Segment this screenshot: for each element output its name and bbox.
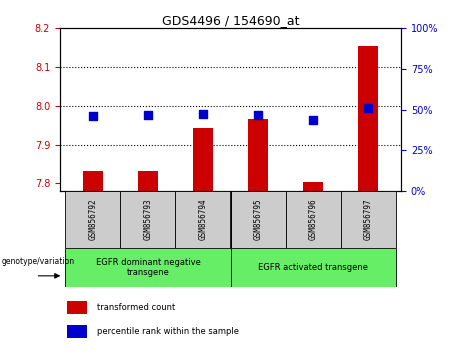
Bar <box>176 191 230 248</box>
Text: percentile rank within the sample: percentile rank within the sample <box>97 327 239 336</box>
Point <box>89 113 97 119</box>
Bar <box>120 191 176 248</box>
Bar <box>83 171 103 191</box>
Text: GSM856793: GSM856793 <box>143 199 153 240</box>
Bar <box>303 182 323 191</box>
Text: GSM856795: GSM856795 <box>254 199 262 240</box>
Text: GSM856794: GSM856794 <box>199 199 207 240</box>
Bar <box>230 191 285 248</box>
Point <box>364 105 372 111</box>
Bar <box>285 191 341 248</box>
Bar <box>67 325 87 338</box>
Bar <box>359 46 378 191</box>
Text: genotype/variation: genotype/variation <box>1 257 74 266</box>
Bar <box>193 129 213 191</box>
Point <box>254 112 262 118</box>
Text: EGFR activated transgene: EGFR activated transgene <box>258 263 368 272</box>
Point <box>144 112 152 118</box>
Bar <box>248 119 268 191</box>
Bar <box>65 191 120 248</box>
Bar <box>65 248 230 287</box>
Text: EGFR dominant negative
transgene: EGFR dominant negative transgene <box>95 258 201 277</box>
Text: GSM856796: GSM856796 <box>308 199 318 240</box>
Bar <box>341 191 396 248</box>
Text: transformed count: transformed count <box>97 303 176 312</box>
Bar <box>138 171 158 191</box>
Text: GSM856797: GSM856797 <box>364 199 372 240</box>
Bar <box>230 248 396 287</box>
Text: GSM856792: GSM856792 <box>89 199 97 240</box>
Bar <box>67 301 87 314</box>
Point <box>199 111 207 116</box>
Point <box>309 117 317 122</box>
Title: GDS4496 / 154690_at: GDS4496 / 154690_at <box>162 14 299 27</box>
